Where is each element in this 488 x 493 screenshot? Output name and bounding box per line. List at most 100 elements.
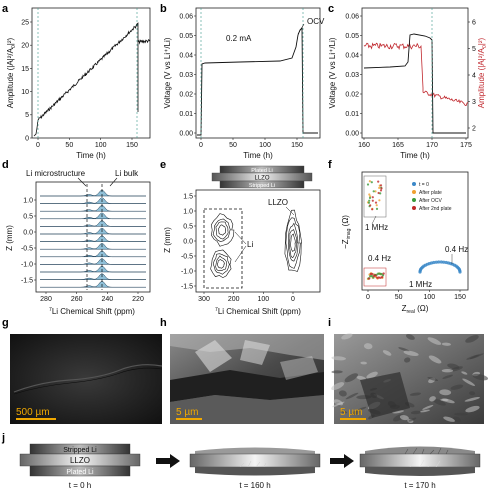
x-tick-label: 50 — [229, 142, 237, 149]
y-tick-label: -0.5 — [181, 253, 193, 260]
pointer-llzo — [285, 206, 295, 216]
texture-flake — [392, 410, 405, 414]
j-stripped-label: Stripped Li — [63, 447, 97, 454]
spectrum-trace — [40, 220, 146, 227]
scale-text-i: 5 µm — [340, 407, 362, 418]
x-tick-label: 0 — [366, 294, 370, 301]
texture-flake — [351, 410, 360, 416]
annot-1mhz-bottom: 1 MHz — [409, 280, 432, 289]
y-tick-label: 1.0 — [183, 208, 193, 215]
scale-bar-h — [176, 418, 202, 420]
panel-label-h: h — [160, 317, 167, 329]
sem-flake-1 — [195, 340, 232, 372]
j-time-t160: t = 160 h — [239, 481, 270, 490]
y-tick-label: 0.5 — [23, 213, 33, 220]
texture-flake — [429, 396, 436, 402]
texture-flake — [469, 391, 476, 396]
panel-label-d: d — [2, 159, 9, 171]
texture-flake — [341, 333, 353, 340]
ticks-d: 280 260 240 220 1.0 0.5 0.0 -0.5 -1.0 -1.5 — [21, 197, 144, 303]
spectrum-trace — [40, 258, 146, 265]
texture-flake — [453, 416, 461, 423]
texture-flake — [450, 384, 464, 390]
panel-g: g 500 µm — [2, 317, 163, 424]
y-tick-label: -0.5 — [21, 245, 33, 252]
y-tick-label: 1.5 — [183, 193, 193, 200]
texture-flake — [427, 337, 442, 345]
t160-llzo — [189, 453, 321, 468]
ylabel-b: Voltage (V vs Li⁺/Li) — [163, 37, 172, 108]
xlabel-d: 7Li Chemical Shift (ppm) — [49, 307, 135, 316]
point-inset-2 — [367, 201, 371, 204]
x-tick-label: 100 — [257, 296, 269, 303]
contour-plot — [210, 209, 303, 279]
y-tick-label: 0.0 — [183, 238, 193, 245]
point-inset-1 — [369, 195, 372, 198]
x-tick-label: 150 — [126, 142, 138, 149]
texture-flake — [331, 382, 345, 391]
texture-flake — [398, 347, 410, 352]
spectra-stack — [40, 189, 146, 288]
t170-bottom-layer — [365, 467, 475, 476]
xlabel-e: 7Li Chemical Shift (ppm) — [215, 307, 301, 316]
point-series-3 — [382, 272, 385, 275]
legend-marker — [412, 206, 416, 210]
legend-label: After OCV — [419, 198, 442, 204]
point-inset-2 — [366, 183, 370, 186]
panel-label-g: g — [2, 317, 9, 329]
annot-04hz-mid: 0.4 Hz — [368, 254, 391, 263]
voltage-series-c — [363, 33, 466, 134]
ylabel-f: −Zimag (Ω) — [341, 215, 352, 249]
scale-bar-g — [16, 418, 56, 420]
contour-li-upper — [218, 224, 227, 236]
panel-label-i: i — [328, 317, 331, 329]
spectrum-trace — [40, 265, 146, 273]
point-inset-3 — [379, 184, 383, 187]
point-inset-1 — [375, 204, 378, 207]
legend-label: t = 0 — [419, 182, 429, 188]
j-time-t170: t = 170 h — [404, 481, 435, 490]
ylabel-a: Amplitude (|A|²/A0|²) — [6, 37, 17, 108]
ocv-label: OCV — [307, 17, 325, 26]
texture-flake — [356, 375, 367, 381]
x-tick-label: 100 — [95, 142, 107, 149]
panel-f: f t = 0 After plate After OCV After 2nd pla… — [328, 159, 469, 315]
point-inset-3 — [377, 180, 380, 183]
panel-h: h 5 µm — [160, 317, 324, 424]
spectrum-trace — [40, 235, 146, 242]
j-plated-label: Plated Li — [66, 469, 94, 476]
texture-flake — [461, 371, 468, 375]
texture-flake — [428, 355, 442, 364]
panel-c: c 160 165 170 175 0.00 0.01 0.02 0.03 0.04 0.05 0.… — [328, 3, 488, 160]
texture-flake — [331, 370, 343, 374]
texture-flake — [464, 396, 480, 402]
texture-flake — [363, 343, 373, 350]
texture-flake — [441, 369, 454, 373]
point-inset-1 — [368, 180, 371, 183]
contour-li-upper — [212, 218, 231, 242]
spectrum-trace — [40, 227, 146, 235]
point-series-3 — [371, 272, 374, 276]
contour-li-upper — [215, 221, 229, 240]
panel-i: i 5 µm — [328, 317, 488, 424]
y-tick-label: -1.5 — [21, 277, 33, 284]
x-tick-label: 100 — [259, 142, 271, 149]
x-tick-label: 150 — [454, 294, 466, 301]
point-inset-3 — [374, 201, 378, 204]
point-inset-3 — [379, 189, 383, 192]
point-inset-3 — [371, 208, 374, 211]
point-inset-3 — [380, 187, 383, 190]
y-tick-label: 1.0 — [23, 197, 33, 204]
point-series-2 — [380, 272, 383, 276]
contour-llzo — [285, 217, 301, 269]
arrow-2 — [330, 454, 354, 468]
stack-llzo-label: LLZO — [254, 176, 269, 182]
spectrum-trace — [40, 243, 146, 250]
panel-label-e: e — [160, 159, 166, 171]
t170-dendrites-bottom — [409, 459, 441, 468]
t170-dendrites-top — [404, 447, 449, 455]
panel-label-b: b — [160, 3, 167, 15]
li-region-box — [203, 208, 243, 289]
contour-llzo — [287, 222, 299, 262]
texture-flake — [408, 417, 417, 422]
